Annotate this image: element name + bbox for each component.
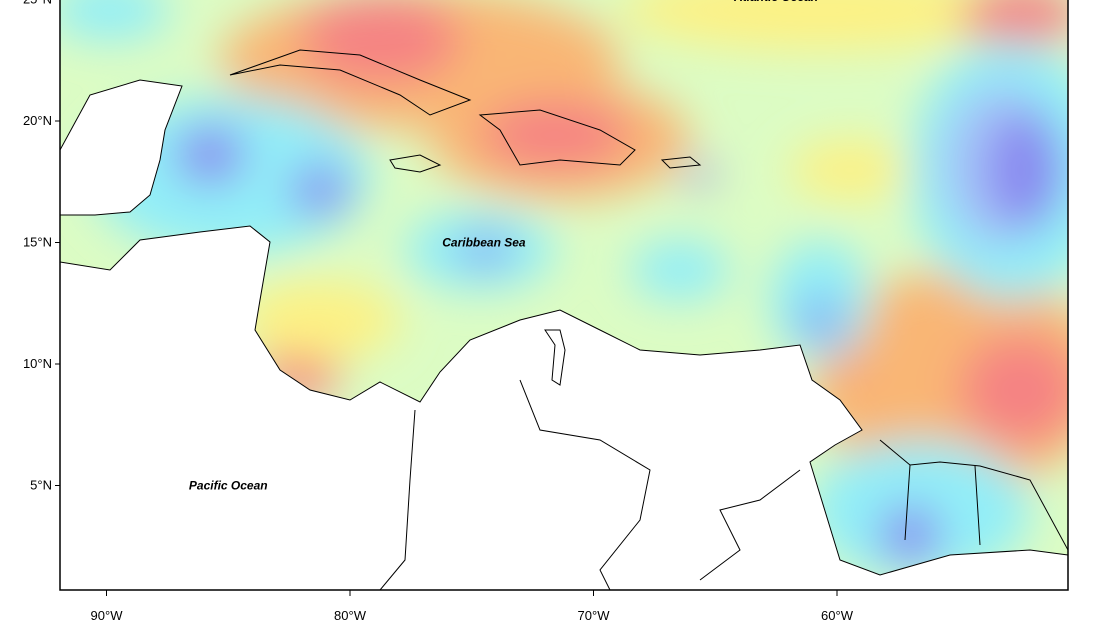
lat-tick-label: 15°N [23, 235, 52, 250]
place-label: Caribbean Sea [442, 236, 526, 250]
lat-tick-label: 5°N [30, 478, 52, 493]
borders-islands [229, 49, 1068, 590]
lon-tick-label: 70°W [578, 608, 611, 623]
place-label: Pacific Ocean [189, 479, 268, 493]
map-frame [59, 0, 1069, 591]
heat-field [60, 0, 1068, 590]
lon-tick-label: 90°W [91, 608, 124, 623]
lat-tick-label: 25°N [23, 0, 52, 7]
lat-tick-label: 10°N [23, 356, 52, 371]
land [60, 79, 1068, 590]
lon-tick-label: 60°W [821, 608, 854, 623]
place-label: Atlantic Ocean [733, 0, 818, 4]
lat-tick-label: 20°N [23, 113, 52, 128]
lon-tick-label: 80°W [334, 608, 367, 623]
